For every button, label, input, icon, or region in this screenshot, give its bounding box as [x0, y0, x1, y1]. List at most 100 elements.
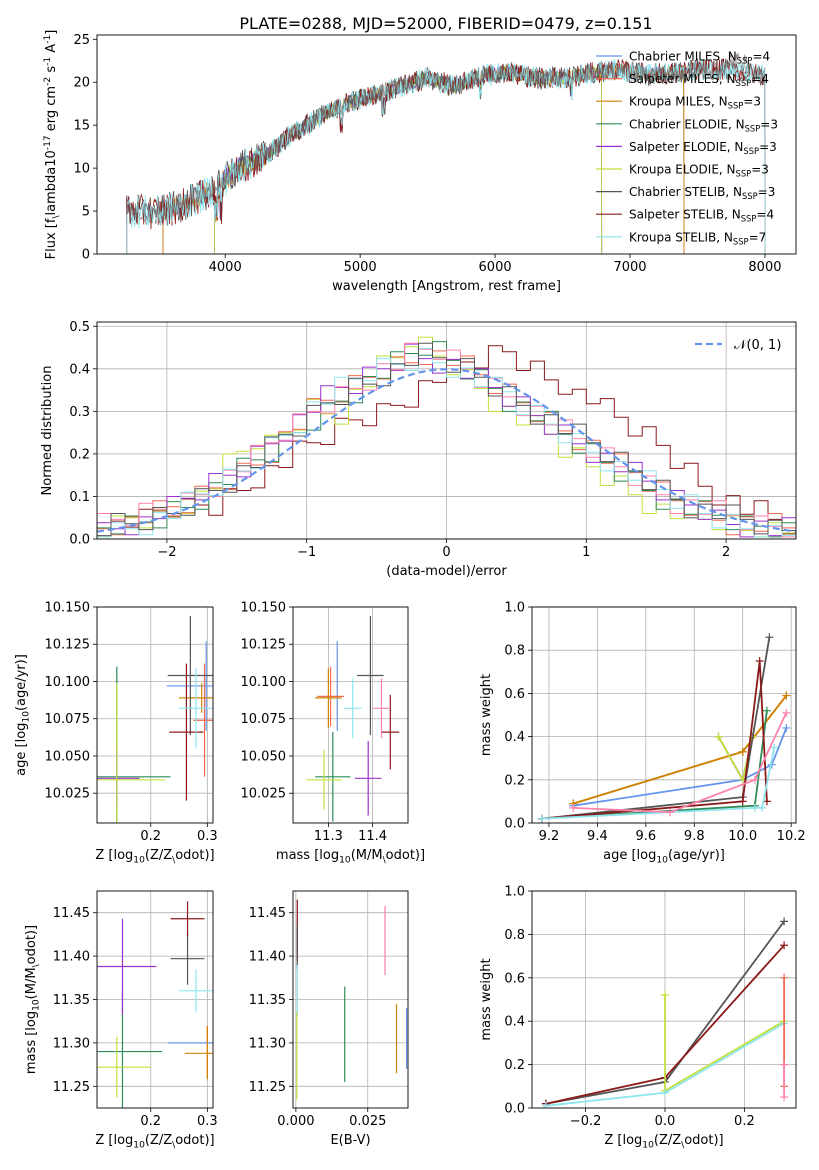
weight-marker: [660, 991, 669, 1000]
legend-entry: Kroupa STELIB, NSSP​=7: [629, 230, 766, 246]
y-tick-label: 11.25: [53, 1080, 90, 1095]
y-tick-label: 0.4: [69, 362, 90, 377]
error-bar-point: [179, 969, 213, 1013]
y-tick-label: 11.40: [249, 950, 286, 965]
x-tick-label: 6000: [479, 260, 512, 275]
legend-entry: Kroupa MILES, NSSP​=3: [629, 95, 761, 111]
error-bar-point: [97, 918, 157, 1015]
y-tick-label: 10.075: [241, 712, 287, 727]
y-tick-label: 0: [82, 248, 90, 263]
y-tick-label: 0.0: [504, 1102, 525, 1117]
y-tick-label: 11.45: [53, 906, 90, 921]
y-axis-label: mass [log10​(M/M\​odot)]: [24, 925, 41, 1074]
x-tick-label: −0.2: [570, 1114, 602, 1129]
y-tick-label: 10.150: [241, 601, 287, 616]
weight-marker: [569, 803, 578, 812]
x-tick-label: 9.8: [684, 829, 705, 844]
y-tick-label: 11.25: [249, 1080, 286, 1095]
x-axis-label: Z [log10​(Z/Z\​odot)]: [95, 848, 214, 865]
x-tick-label: 1: [582, 545, 590, 560]
y-tick-label: 0.1: [69, 490, 90, 505]
plot-area: [97, 901, 213, 1108]
x-tick-label: 9.6: [635, 829, 656, 844]
y-tick-label: 0.6: [504, 687, 525, 702]
gaussian-reference-line: [97, 368, 796, 533]
y-tick-label: 10.050: [241, 749, 287, 764]
y-tick-label: 10.125: [241, 638, 287, 653]
weight-marker: [666, 808, 675, 817]
weight-line: [541, 637, 771, 820]
plot-area: [541, 917, 789, 1108]
error-bar-point: [317, 666, 344, 727]
error-bar-point: [166, 641, 213, 731]
panel-residuals: −2 −1 0 1 2 0.0 0.1 0.2 0.3 0.4 0.5 (data-model)/er…: [40, 320, 797, 579]
histogram-step: [97, 342, 796, 537]
x-tick-label: 8000: [748, 260, 781, 275]
legend: Chabrier MILES, NSSP​=4 Salpeter MILES, N…: [596, 50, 778, 246]
x-axis-label: (data-model)/error: [386, 564, 507, 579]
weight-marker: [782, 708, 791, 717]
y-tick-label: 15: [73, 119, 90, 134]
spectrum-line: [126, 58, 766, 254]
error-bar-point: [343, 678, 362, 739]
weight-line: [573, 712, 788, 814]
legend-entry: Salpeter STELIB, NSSP​=4: [629, 208, 774, 224]
x-tick-label: 10.2: [777, 829, 806, 844]
panel-mass_vs_Z: 0.2 0.3 11.25 11.30 11.35 11.40 11.45 Z [log10​…: [24, 890, 218, 1150]
spectrum-data-line: [126, 52, 766, 221]
error-bar-point: [306, 750, 342, 810]
y-tick-label: 20: [73, 76, 90, 91]
weight-marker: [738, 747, 747, 756]
legend-entry: Kroupa ELODIE, NSSP​=3: [629, 163, 769, 179]
weight-line: [664, 995, 785, 1093]
x-tick-label: 2: [722, 545, 730, 560]
y-tick-label: 0.8: [504, 928, 525, 943]
error-bar-point: [169, 663, 204, 801]
weight-marker: [738, 797, 747, 806]
x-tick-label: 0.2: [140, 1114, 161, 1129]
y-tick-label: 1.0: [504, 601, 525, 616]
x-tick-label: 0.000: [277, 1114, 314, 1129]
x-tick-label: 9.4: [587, 829, 608, 844]
y-tick-label: 10.050: [45, 749, 91, 764]
weight-marker: [537, 814, 546, 823]
x-tick-label: 5000: [344, 260, 377, 275]
y-tick-label: 11.30: [249, 1036, 286, 1051]
y-tick-label: 25: [73, 33, 90, 48]
y-tick-label: 11.30: [53, 1036, 90, 1051]
y-tick-label: 0.5: [69, 320, 90, 335]
y-tick-label: 11.40: [53, 950, 90, 965]
axes-frame: [292, 606, 409, 824]
x-axis-label: wavelength [Angstrom, rest frame]: [332, 279, 561, 294]
y-axis-label: Normed distribution: [40, 366, 55, 496]
error-bar-point: [170, 932, 205, 985]
legend-entry: Chabrier ELODIE, NSSP​=3: [629, 117, 778, 133]
y-tick-label: 5: [82, 205, 90, 220]
figure-title: PLATE=0288, MJD=52000, FIBERID=0479, z=0…: [239, 14, 652, 33]
y-tick-label: 0.2: [504, 1058, 525, 1073]
y-tick-label: 10: [73, 162, 90, 177]
weight-marker: [780, 1093, 789, 1102]
y-tick-label: 0.0: [504, 817, 525, 832]
weight-marker: [660, 1088, 669, 1097]
error-bar-point: [357, 615, 384, 736]
y-tick-label: 0.0: [69, 533, 90, 548]
x-tick-label: 11.4: [358, 829, 387, 844]
y-tick-label: 0.3: [69, 405, 90, 420]
plot-area: [306, 615, 400, 822]
y-axis-label: mass weight: [479, 958, 494, 1040]
y-axis-label: age [log10​(age/yr)]: [14, 654, 31, 776]
y-tick-label: 0.6: [504, 971, 525, 986]
y-tick-label: 11.45: [249, 906, 286, 921]
panel-mass_vs_ebv: 0.000 0.025 11.25 11.30 11.35 11.40 11.45 E(B-V…: [249, 890, 409, 1148]
weight-line: [541, 660, 768, 820]
x-tick-label: 0: [442, 545, 450, 560]
weight-marker: [762, 706, 771, 715]
weight-line: [573, 727, 788, 807]
y-tick-label: 10.025: [241, 787, 287, 802]
legend-entry: Chabrier MILES, NSSP​=4: [629, 50, 770, 66]
plot-area: [97, 336, 796, 538]
error-bar-point: [315, 668, 342, 728]
x-axis-label: age [log10​(age/yr)]: [603, 848, 725, 865]
